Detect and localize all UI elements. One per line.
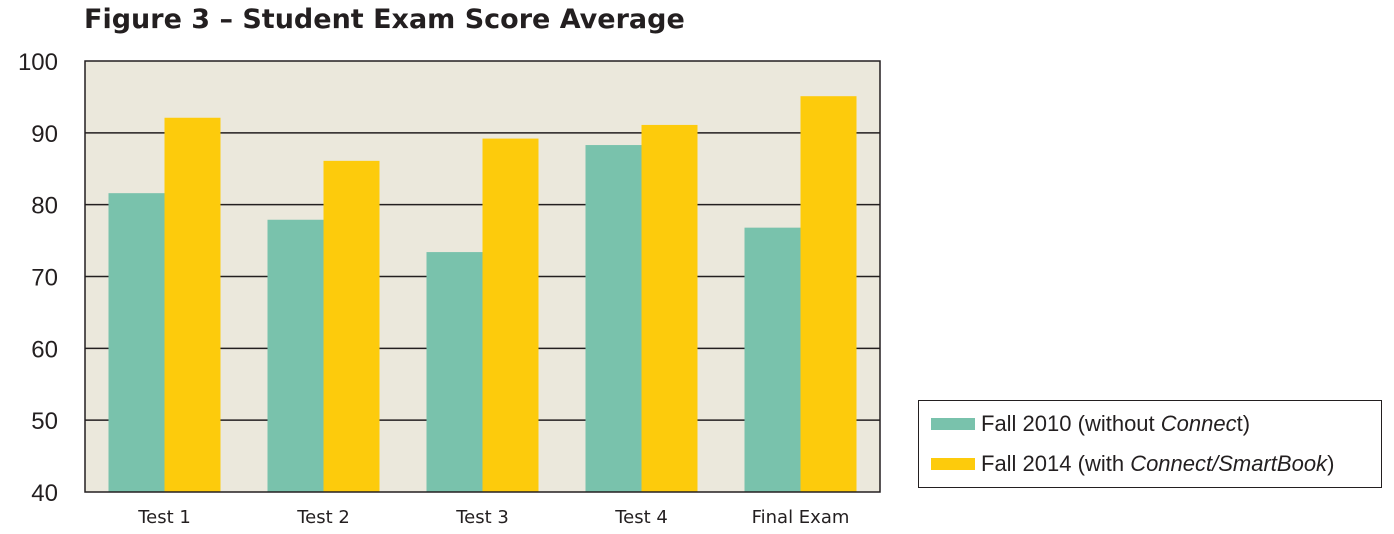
- x-tick-label: Final Exam: [752, 507, 850, 528]
- bar-fall-2014-test-3: [482, 138, 539, 492]
- bars: [108, 96, 857, 493]
- legend-label-fall-2014: Fall 2014 (with Connect/SmartBook): [981, 451, 1335, 476]
- x-tick-label: Test 2: [296, 507, 350, 528]
- y-tick-label: 70: [31, 265, 58, 292]
- y-tick-label: 50: [31, 408, 58, 435]
- legend-item-fall-2014: Fall 2014 (with Connect/SmartBook): [931, 451, 1334, 477]
- bar-fall-2014-final-exam: [800, 96, 857, 492]
- bar-fall-2010-test-4: [585, 145, 642, 493]
- y-tick-label: 40: [31, 480, 58, 507]
- bar-fall-2014-test-2: [323, 160, 380, 492]
- chart-title: Figure 3 – Student Exam Score Average: [84, 4, 685, 35]
- legend-item-fall-2010: Fall 2010 (without Connect): [931, 411, 1250, 437]
- y-tick-label: 100: [18, 49, 58, 76]
- bar-fall-2014-test-4: [641, 124, 698, 492]
- plot-frame: [84, 60, 881, 493]
- bar-fall-2014-test-1: [164, 117, 221, 492]
- legend: Fall 2010 (without Connect) Fall 2014 (w…: [918, 400, 1382, 488]
- bar-fall-2010-test-1: [108, 193, 165, 492]
- y-axis-ticks: 40 50 60 70 80 90 100: [18, 49, 58, 507]
- x-tick-label: Test 3: [455, 507, 509, 528]
- x-tick-label: Test 4: [614, 507, 668, 528]
- x-axis-ticks: Test 1 Test 2 Test 3 Test 4 Final Exam: [137, 507, 849, 528]
- x-tick-label: Test 1: [137, 507, 191, 528]
- bar-fall-2010-test-2: [267, 219, 324, 493]
- bar-chart: 40 50 60 70 80 90 100 Test 1 Test 2 Test 3 Test 4…: [18, 49, 881, 528]
- y-tick-label: 90: [31, 121, 58, 148]
- bar-fall-2010-final-exam: [744, 227, 801, 493]
- y-tick-label: 80: [31, 193, 58, 220]
- bar-fall-2010-test-3: [426, 252, 483, 492]
- legend-swatch-fall-2014: [931, 458, 975, 470]
- legend-swatch-fall-2010: [931, 418, 975, 430]
- legend-label-fall-2010: Fall 2010 (without Connect): [981, 411, 1251, 436]
- y-tick-label: 60: [31, 336, 58, 363]
